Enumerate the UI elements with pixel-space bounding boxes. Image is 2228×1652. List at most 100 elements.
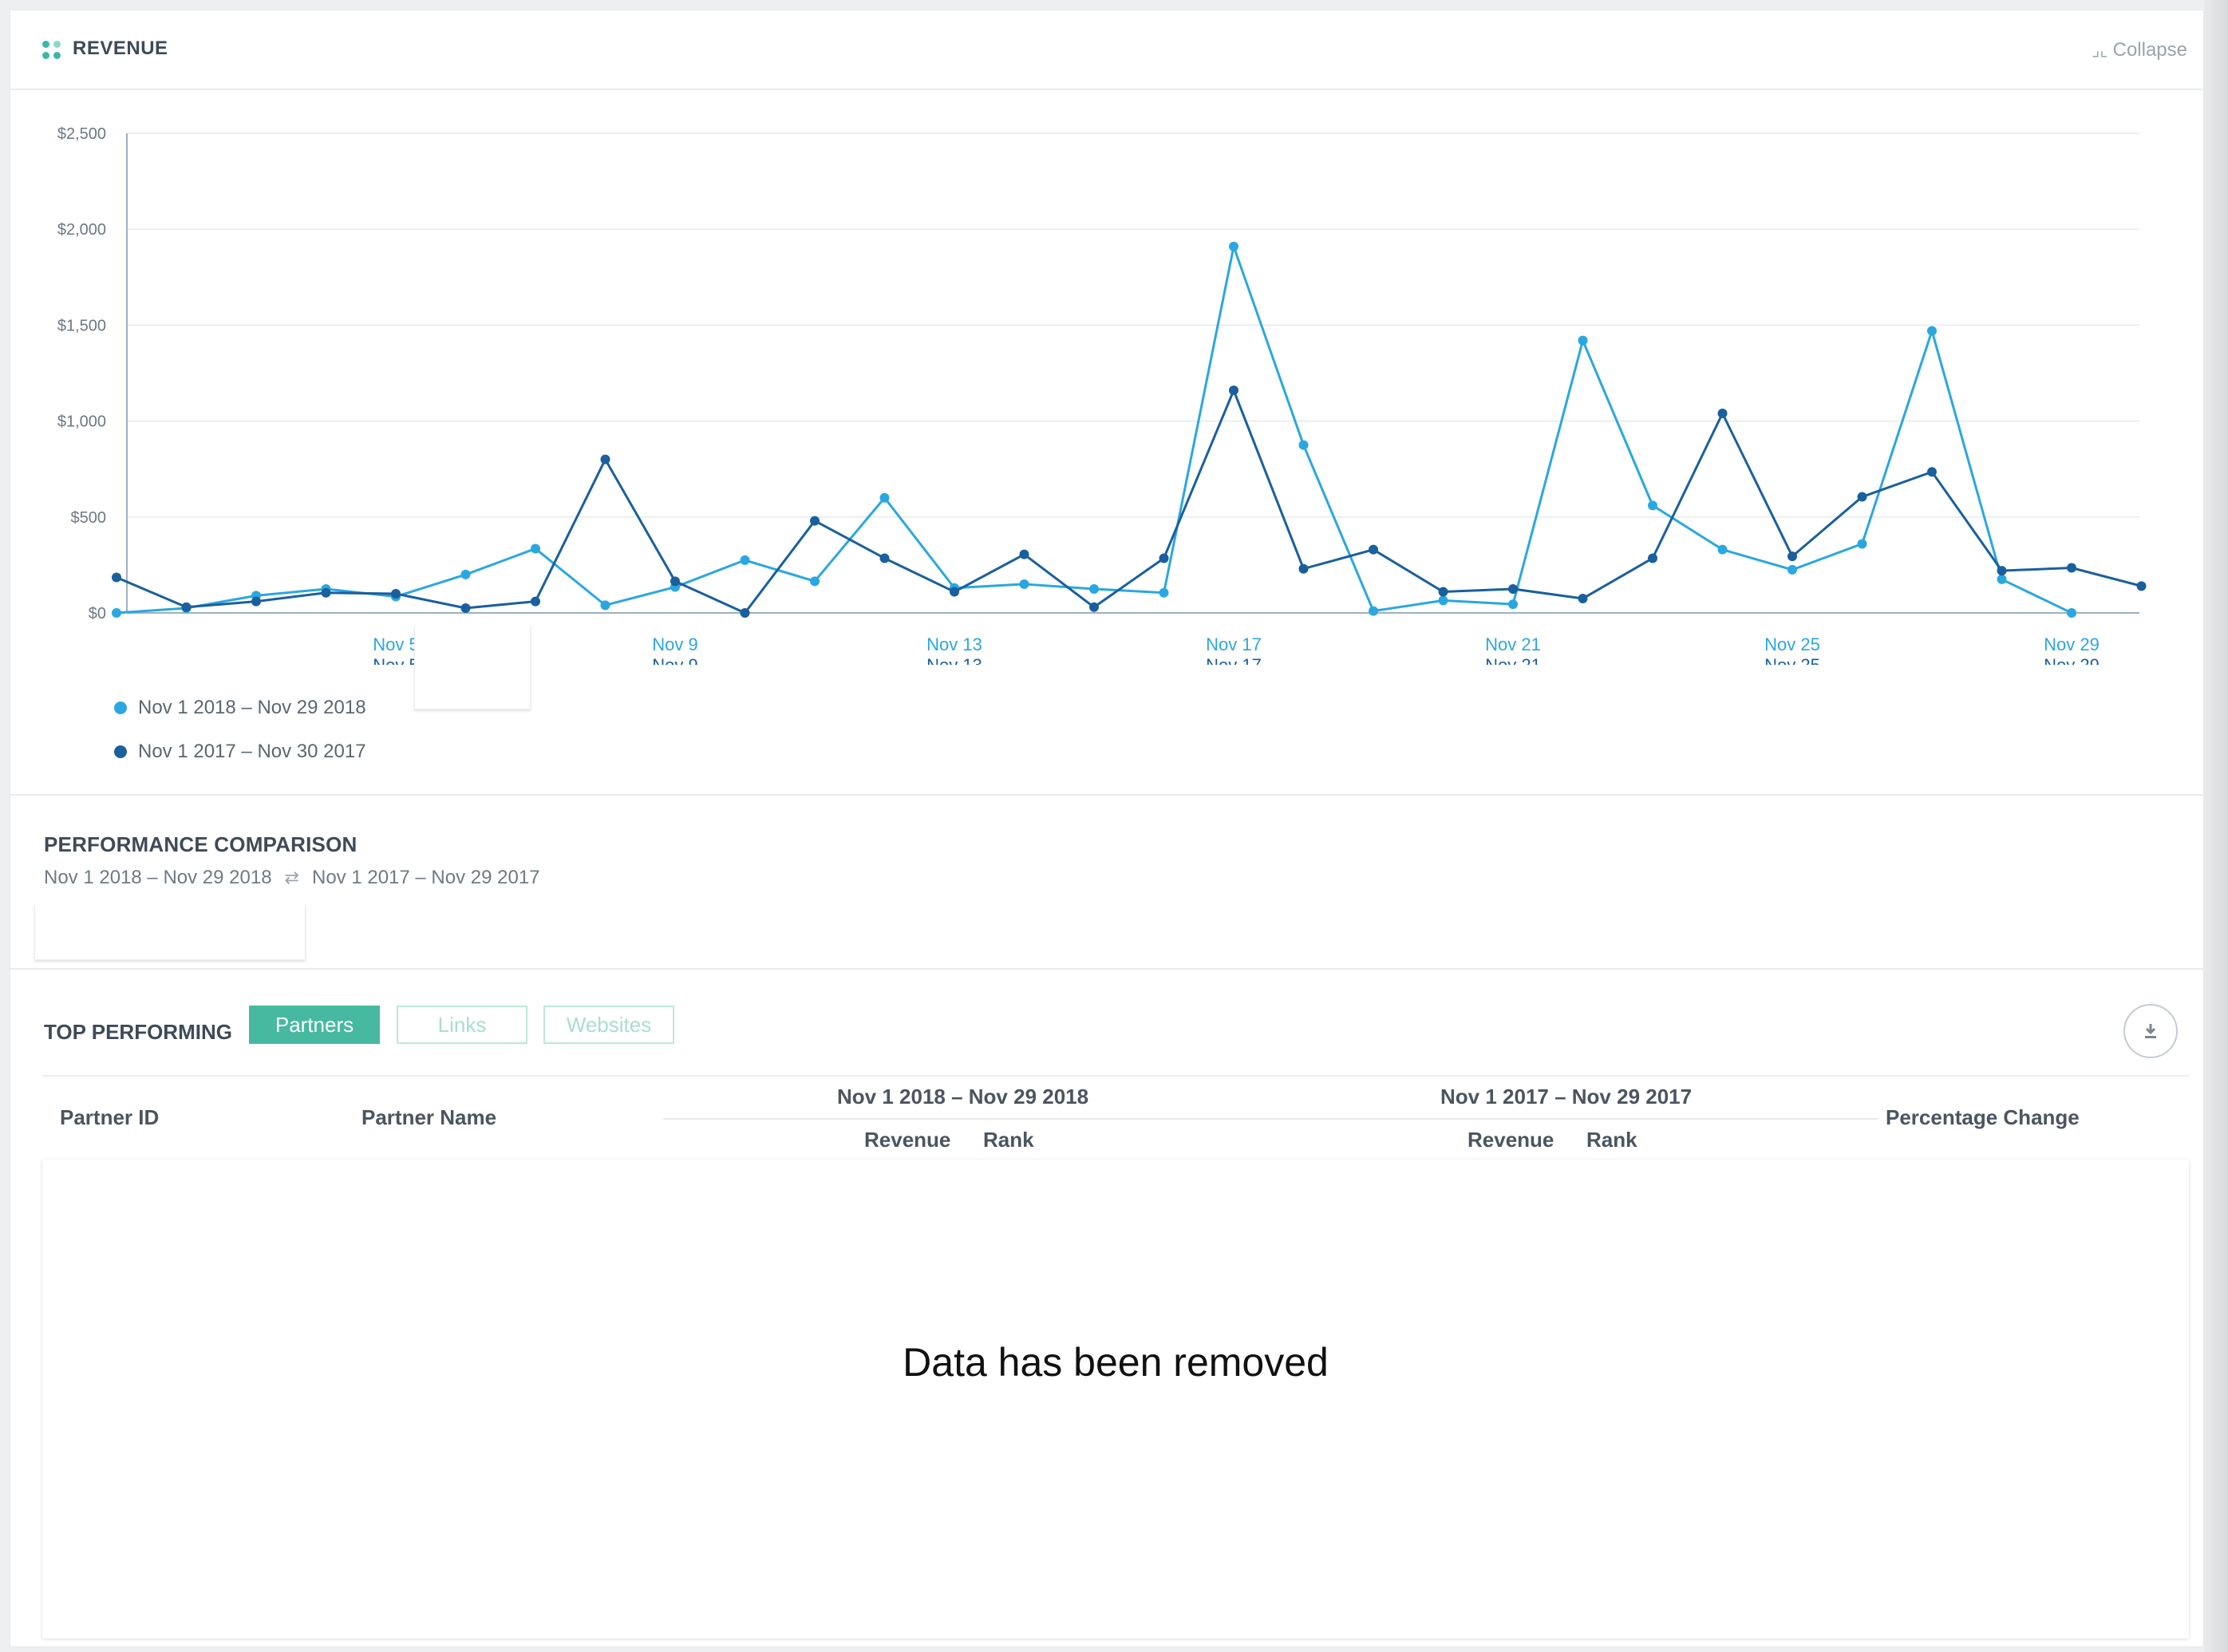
x-tick-label-primary: Nov 21 [1485,634,1541,654]
legend-item-2017[interactable]: Nov 1 2017 – Nov 30 2017 [114,741,366,763]
data-point-2018 [1788,564,1797,575]
legend-dot-2018 [114,702,127,714]
col-partner-id[interactable]: Partner ID [60,1105,160,1129]
data-point-2018 [1298,440,1309,450]
data-point-2018 [1089,583,1099,594]
table-body: Data has been removed [42,1160,2189,1638]
tab-links[interactable]: Links [397,1006,527,1044]
data-point-2018 [810,576,820,587]
col-rank-2017[interactable]: Rank [1586,1128,1637,1152]
data-point-2017 [1857,492,1867,502]
y-tick-label: $1,000 [57,413,106,431]
y-tick-label: $500 [71,509,107,527]
data-point-2017 [1229,385,1238,396]
data-point-2017 [1089,602,1099,612]
x-tick-label-primary: Nov 17 [1206,634,1262,654]
tab-partners[interactable]: Partners [249,1006,380,1044]
data-point-2017 [1997,566,2007,576]
data-point-2018 [1369,606,1378,616]
data-point-2017 [879,553,890,563]
data-point-2018 [531,543,540,554]
top-performing-title: TOP PERFORMING [44,1020,232,1044]
data-point-2018 [460,569,471,579]
data-point-2017 [1788,551,1797,562]
collapse-button[interactable]: ⌟⌞ Collapse [2092,39,2187,61]
data-point-2017 [460,603,471,613]
data-point-2018 [112,608,121,618]
download-button[interactable] [2123,1004,2178,1058]
divider [42,1075,2189,1077]
x-tick-label-secondary: Nov 13 [926,655,982,665]
data-point-2017 [670,576,680,587]
data-point-2017 [1298,563,1309,574]
data-point-2017 [1648,553,1657,563]
data-point-2017 [810,516,820,526]
x-tick-label-secondary: Nov 17 [1206,655,1262,665]
data-point-2018 [1997,574,2007,584]
data-point-2018 [1857,539,1867,549]
x-tick-label-primary: Nov 13 [926,634,982,654]
data-point-2017 [251,596,261,607]
data-point-2017 [1159,553,1169,563]
data-point-2017 [2067,563,2076,573]
series-line-2017 [116,389,2142,615]
legend-label-2018: Nov 1 2018 – Nov 29 2018 [138,697,366,718]
x-tick-label-primary: Nov 25 [1764,634,1820,654]
col-group-2017: Nov 1 2017 – Nov 29 2017 [1440,1085,1693,1109]
panel-header: REVENUE ⌟⌞ Collapse [10,10,2205,90]
performance-comparison-ranges: Nov 1 2018 – Nov 29 2018 ⇄ Nov 1 2017 – … [44,867,540,889]
revenue-panel: REVENUE ⌟⌞ Collapse $0 $500 $1,000 $1,500 $2… [10,10,2205,1647]
grid-dots-icon [42,41,61,60]
data-point-2017 [1927,467,1937,477]
divider [10,968,2205,970]
series-line-2018 [116,245,2072,615]
data-point-2018 [1578,335,1588,346]
swap-arrows-icon[interactable]: ⇄ [284,867,299,887]
x-tick-label-primary: Nov 5 [373,634,418,654]
group-underline [663,1118,1279,1120]
data-point-2017 [1508,583,1518,594]
data-point-2018 [879,492,890,503]
data-point-2017 [531,596,540,607]
data-point-2017 [1369,544,1378,555]
tab-websites[interactable]: Websites [543,1006,674,1044]
data-point-2017 [1578,593,1588,603]
y-tick-label: $2,000 [57,221,106,239]
col-partner-name[interactable]: Partner Name [361,1105,497,1129]
x-tick-label-secondary: Nov 29 [2044,655,2100,665]
download-icon [2145,1024,2156,1038]
page-edge [2204,0,2228,1652]
data-point-2017 [1438,587,1448,597]
data-point-2017 [321,587,331,598]
legend-item-2018[interactable]: Nov 1 2018 – Nov 29 2018 [114,697,366,719]
col-revenue-2017[interactable]: Revenue [1468,1128,1554,1152]
data-point-2017 [391,588,401,599]
data-point-2017 [181,602,192,612]
data-point-2018 [740,555,750,565]
data-point-2017 [950,587,959,597]
legend-dropdown-box [414,625,531,709]
collapse-label: Collapse [2112,39,2187,61]
collapse-icon: ⌟⌞ [2091,40,2108,60]
x-tick-label-primary: Nov 9 [652,634,697,654]
data-point-2017 [1019,549,1029,559]
x-tick-label-secondary: Nov 25 [1764,655,1820,665]
data-point-2018 [1648,500,1657,511]
y-tick-label: $2,500 [57,125,106,143]
data-point-2018 [1717,544,1728,555]
data-point-2018 [1927,326,1937,336]
x-tick-label-secondary: Nov 9 [652,655,697,665]
col-rank-2018[interactable]: Rank [983,1128,1034,1152]
legend-dot-2017 [114,745,127,758]
x-tick-label-secondary: Nov 5 [373,655,418,665]
col-percentage-change[interactable]: Percentage Change [1886,1105,2080,1129]
legend-label-2017: Nov 1 2017 – Nov 30 2017 [138,741,366,762]
empty-message: Data has been removed [903,1340,1329,1385]
range-b: Nov 1 2017 – Nov 29 2017 [311,867,540,888]
data-point-2017 [740,608,750,618]
col-revenue-2018[interactable]: Revenue [864,1128,951,1152]
performance-comparison-box [34,904,306,960]
data-point-2018 [1508,599,1518,610]
data-point-2017 [112,572,121,583]
